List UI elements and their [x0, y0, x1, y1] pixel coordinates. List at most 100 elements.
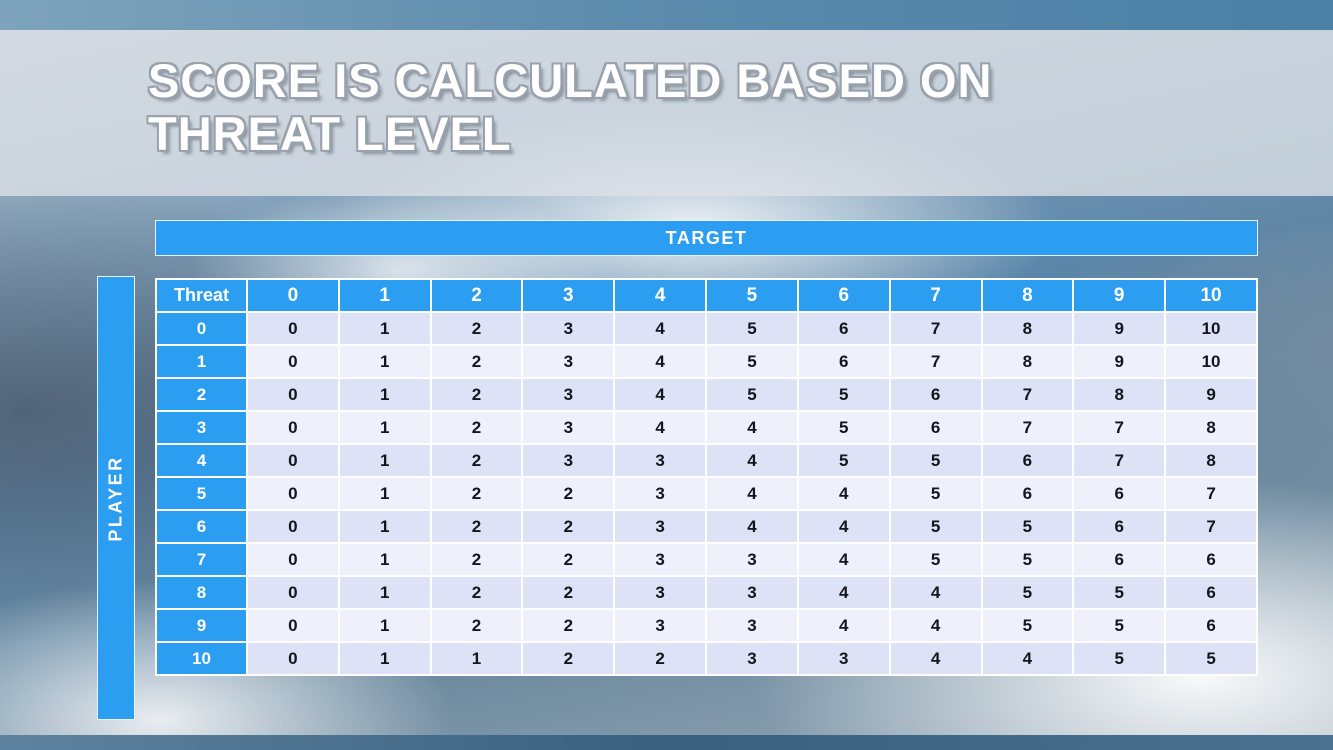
score-cell: 4: [705, 476, 799, 511]
score-cell: 1: [337, 575, 432, 610]
score-cell: 2: [521, 608, 616, 643]
target-axis-bar: TARGET: [155, 220, 1258, 256]
row-header-threat: 4: [155, 443, 248, 478]
score-cell: 2: [613, 641, 708, 676]
score-cell: 7: [888, 344, 983, 379]
score-cell: 10: [1164, 344, 1258, 379]
row-header-threat: 5: [155, 476, 248, 511]
score-cell: 4: [796, 509, 891, 544]
score-cell: 2: [429, 476, 524, 511]
column-header: 8: [980, 278, 1075, 313]
score-cell: 6: [796, 311, 891, 346]
score-cell: 2: [429, 608, 524, 643]
row-header-threat: 6: [155, 509, 248, 544]
row-header-threat: 1: [155, 344, 248, 379]
score-cell: 4: [980, 641, 1075, 676]
table-row: 1 0 1 2 3 4 5 6 7 8 9 10: [155, 344, 1258, 379]
score-cell: 0: [246, 443, 340, 478]
score-cell: 10: [1164, 311, 1258, 346]
score-cell: 5: [796, 377, 891, 412]
score-cell: 6: [1164, 575, 1258, 610]
score-cell: 6: [980, 443, 1075, 478]
score-cell: 6: [888, 377, 983, 412]
score-cell: 3: [705, 608, 799, 643]
score-cell: 4: [796, 542, 891, 577]
score-cell: 2: [429, 542, 524, 577]
score-cell: 6: [1072, 476, 1167, 511]
score-cell: 2: [429, 509, 524, 544]
score-cell: 8: [1072, 377, 1167, 412]
player-axis-bar: PLAYER: [97, 276, 135, 720]
table-row: 10 0 1 1 2 2 3 3 4 4 5 5: [155, 641, 1258, 676]
score-cell: 4: [796, 608, 891, 643]
score-cell: 0: [246, 476, 340, 511]
score-cell: 6: [888, 410, 983, 445]
score-cell: 4: [613, 344, 708, 379]
score-cell: 3: [521, 410, 616, 445]
score-cell: 0: [246, 344, 340, 379]
score-cell: 4: [796, 575, 891, 610]
score-cell: 3: [521, 377, 616, 412]
title-band: SCORE IS CALCULATED BASED ON THREAT LEVE…: [0, 30, 1333, 196]
score-cell: 2: [429, 575, 524, 610]
score-cell: 8: [980, 344, 1075, 379]
score-cell: 1: [337, 476, 432, 511]
score-cell: 6: [980, 476, 1075, 511]
score-cell: 0: [246, 542, 340, 577]
score-cell: 5: [888, 542, 983, 577]
score-cell: 4: [613, 377, 708, 412]
score-cell: 5: [980, 608, 1075, 643]
score-cell: 4: [613, 410, 708, 445]
score-table-body: 0 0 1 2 3 4 5 6 7 8 9 10 1 0 1 2 3 4 5 6 7 8 9 10 2 0 1 2 3 4 5 5 6 7 8 9 3 0…: [155, 311, 1258, 676]
score-cell: 3: [613, 608, 708, 643]
target-label: TARGET: [665, 227, 748, 248]
score-cell: 4: [705, 410, 799, 445]
score-cell: 2: [521, 509, 616, 544]
score-cell: 5: [1072, 608, 1167, 643]
column-header: 0: [246, 278, 340, 313]
score-cell: 9: [1072, 311, 1167, 346]
score-cell: 0: [246, 410, 340, 445]
score-cell: 5: [1072, 575, 1167, 610]
score-cell: 5: [796, 410, 891, 445]
score-cell: 9: [1164, 377, 1258, 412]
score-table: Threat 0 1 2 3 4 5 6 7 8 9 10 0 0 1 2 3 4 5 6 7 8 9 10 1 0 1 2 3 4 5…: [155, 278, 1258, 676]
score-cell: 2: [429, 344, 524, 379]
score-cell: 2: [521, 476, 616, 511]
score-cell: 5: [888, 509, 983, 544]
row-header-threat: 0: [155, 311, 248, 346]
score-cell: 5: [1164, 641, 1258, 676]
score-cell: 1: [337, 410, 432, 445]
score-cell: 7: [1164, 509, 1258, 544]
row-header-threat: 3: [155, 410, 248, 445]
score-cell: 3: [613, 509, 708, 544]
score-cell: 1: [337, 641, 432, 676]
score-cell: 4: [613, 311, 708, 346]
score-cell: 5: [980, 509, 1075, 544]
column-header: 7: [888, 278, 983, 313]
score-cell: 1: [337, 311, 432, 346]
column-header: 1: [337, 278, 432, 313]
score-cell: 6: [1072, 509, 1167, 544]
score-cell: 2: [429, 443, 524, 478]
row-header-threat: 9: [155, 608, 248, 643]
score-cell: 0: [246, 575, 340, 610]
column-header: 10: [1164, 278, 1258, 313]
score-cell: 4: [888, 575, 983, 610]
score-cell: 5: [980, 575, 1075, 610]
score-cell: 6: [796, 344, 891, 379]
score-cell: 3: [613, 443, 708, 478]
score-cell: 1: [337, 509, 432, 544]
column-header: 5: [705, 278, 799, 313]
score-cell: 3: [613, 476, 708, 511]
score-cell: 2: [521, 542, 616, 577]
score-cell: 3: [705, 542, 799, 577]
score-cell: 5: [796, 443, 891, 478]
